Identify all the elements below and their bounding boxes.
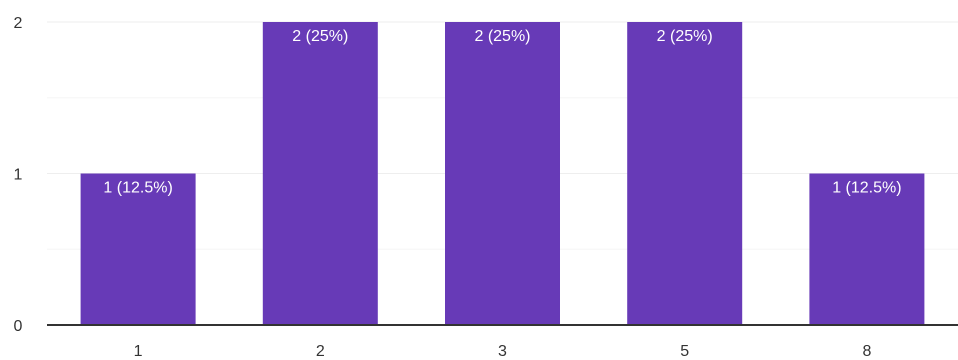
bars [80,22,925,326]
x-tick-label-5: 5 [680,343,689,360]
bar-3[interactable] [445,22,560,325]
x-tick-label-3: 3 [498,343,507,360]
y-tick-label-1: 1 [14,167,23,184]
bar-data-labels: 1 (12.5%) 2 (25%) 2 (25%) 2 (25%) 1 (12.5%) [103,28,901,197]
bar-data-label-1: 1 (12.5%) [103,180,172,197]
bar-data-label-5: 2 (25%) [657,28,713,45]
bar-1[interactable] [80,173,196,326]
x-tick-label-1: 1 [134,343,143,360]
x-tick-label-2: 2 [316,343,325,360]
bar-data-label-2: 2 (25%) [292,28,348,45]
bar-data-label-8: 1 (12.5%) [832,180,901,197]
y-tick-label-0: 0 [14,318,23,335]
bar-8[interactable] [809,173,925,326]
bar-2[interactable] [262,22,378,325]
bar-5[interactable] [627,22,743,325]
y-tick-label-2: 2 [14,15,23,32]
x-axis-tick-labels: 1 2 3 5 8 [134,343,872,360]
bar-data-label-3: 2 (25%) [474,28,530,45]
y-axis-tick-labels: 0 1 2 [14,15,23,335]
x-tick-label-8: 8 [862,343,871,360]
